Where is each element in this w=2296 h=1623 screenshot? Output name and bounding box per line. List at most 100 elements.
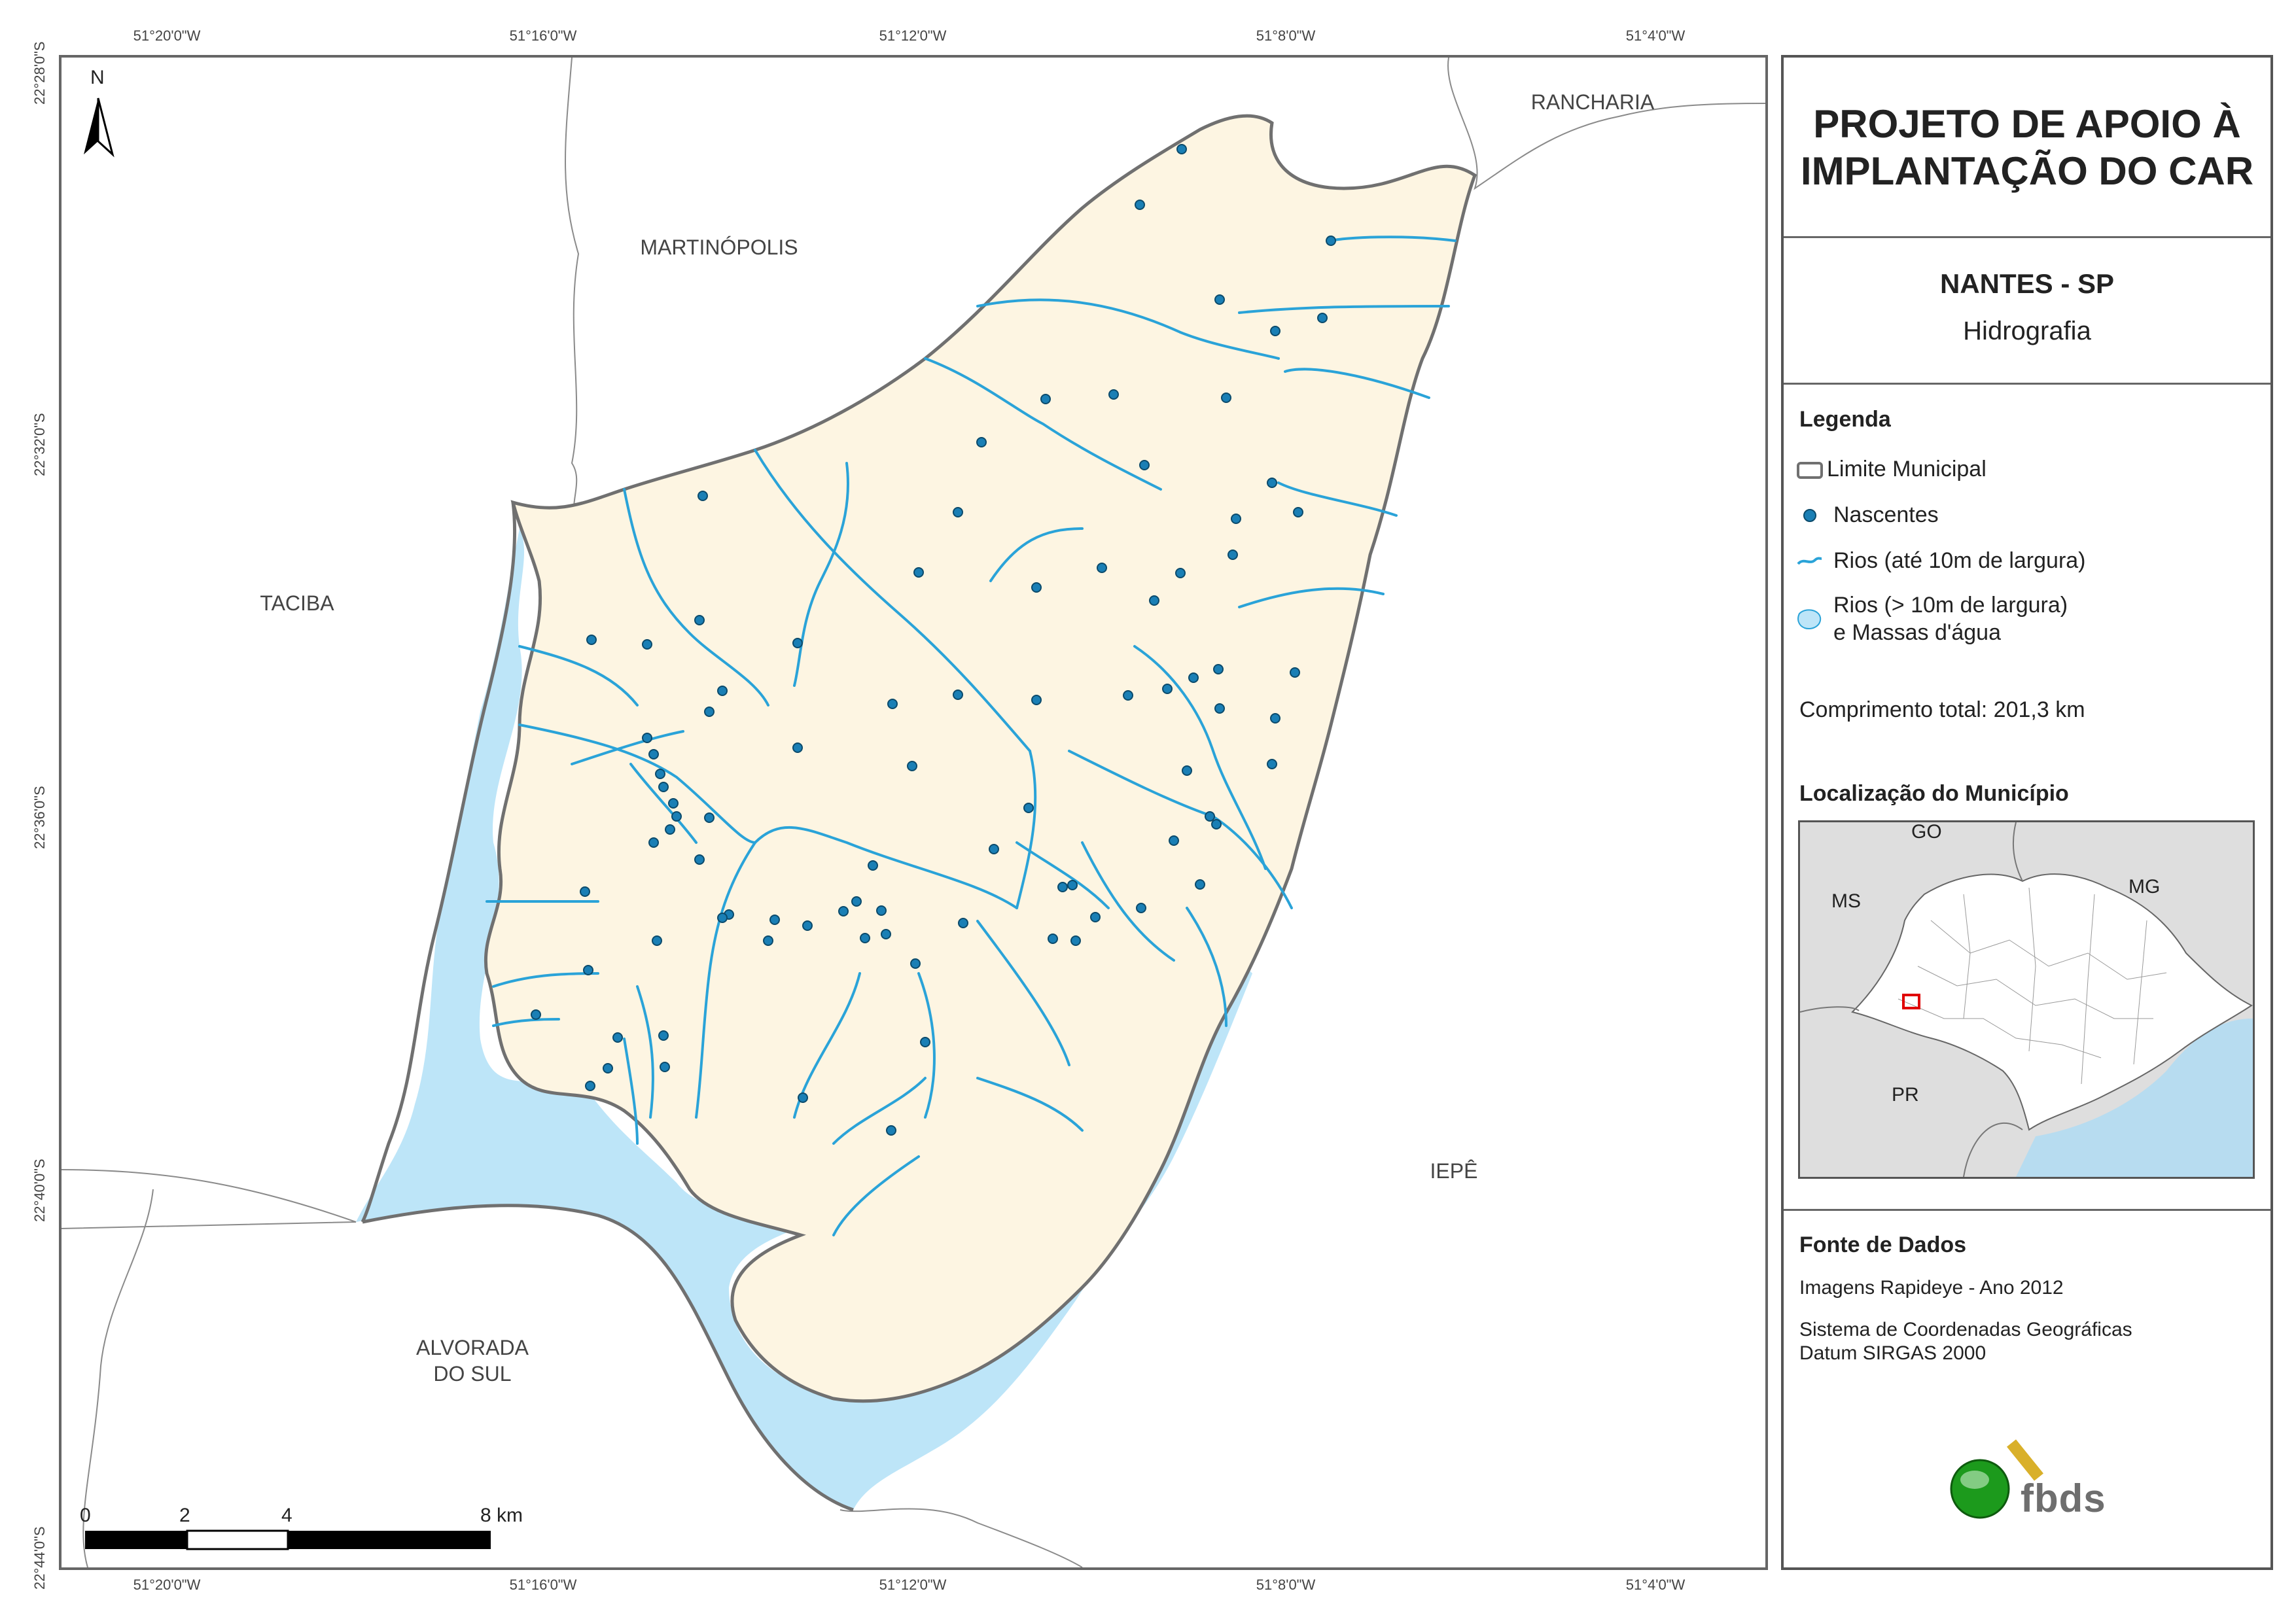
river-4 [1277,481,1398,517]
inset-label-ms: MS [1831,890,1861,912]
river-3 [1284,368,1430,399]
river-10 [793,462,849,687]
spring [860,933,870,943]
spring [586,635,597,645]
legend-label-boundary: Limite Municipal [1827,457,1987,481]
river-31 [1186,907,1227,1027]
inset-label-mg: MG [2128,876,2161,898]
river-swatch-icon [1797,557,1822,565]
spring [1267,478,1277,488]
river-15 [695,841,756,1119]
river-23 [492,1018,560,1027]
spring [648,749,659,759]
river-24 [832,1155,920,1236]
river-17 [518,645,639,707]
spring [1057,882,1068,892]
inset-location-marker [1902,994,1920,1009]
spring [920,1037,930,1047]
location-inset-canvas [1800,822,2253,1177]
inset-ocean [2016,1019,2253,1177]
river-11 [989,527,1084,582]
spring [868,860,878,871]
spring [1162,684,1173,694]
spring [642,733,652,743]
legend-item-boundary: Limite Municipal [1797,457,2255,485]
river-5 [1238,587,1385,608]
inset-label-pr: PR [1892,1084,1919,1106]
municipality-boundary-west [361,502,517,1223]
spring [717,913,728,923]
legend-label-water-1: Rios (> 10m de largura) [1833,593,2068,618]
north-label: N [90,67,105,88]
spring [652,935,662,946]
spring [838,906,849,916]
inset-label-go: GO [1911,821,1942,843]
spring [1123,690,1133,701]
coord-top-4: 51°8'0"W [1256,27,1316,44]
spring [1048,934,1058,944]
scale-label-0: 0 [80,1505,91,1526]
spring [694,854,705,865]
spring [958,918,968,928]
spring [580,886,590,897]
fbds-logo: fbds [1941,1431,2137,1523]
spring [1108,389,1119,400]
coord-bottom-5: 51°4'0"W [1625,1577,1686,1593]
title-section: PROJETO DE APOIO À IMPLANTAÇÃO DO CAR [1784,58,2270,238]
map-canvas [62,58,1765,1567]
spring [660,1062,670,1072]
spring [798,1092,808,1103]
divider [1784,1209,2270,1211]
river-8 [754,449,1031,752]
river-6 [976,298,1280,360]
spring [802,920,813,931]
spring [1231,514,1241,524]
legend-item-springs: Nascentes [1797,502,2255,531]
source-2: Sistema de Coordenadas Geográficas [1799,1319,2132,1340]
neighbor-label-alvorada-line2: DO SUL [433,1362,512,1386]
spring [1213,664,1224,674]
river-27 [917,972,936,1119]
legend-panel: PROJETO DE APOIO À IMPLANTAÇÃO DO CAR NA… [1781,55,2273,1570]
spring [953,507,963,517]
legend-item-water: Rios (> 10m de largura) e Massas d'água [1797,593,2255,648]
river-25 [832,1077,927,1145]
spring [976,437,987,447]
legend-label-water-2: e Massas d'água [1833,620,2001,645]
spring [1267,759,1277,769]
spring [881,929,891,939]
location-inset-map: GO MS MG PR [1798,820,2255,1179]
spring [1139,460,1150,470]
title-line1: PROJETO DE APOIO À [1813,102,2241,146]
spring [1195,879,1205,890]
spring [1293,507,1303,517]
spring [717,686,728,696]
spring [1067,880,1078,890]
spring [1182,765,1192,776]
theme-name: Hidrografia [1963,317,2091,345]
subtitle-section: NANTES - SP Hidrografia [1784,238,2270,385]
title-line2: IMPLANTAÇÃO DO CAR [1800,149,2254,193]
neighbor-boundary-alvorada [62,1169,357,1567]
municipality-name: NANTES - SP [1939,268,2115,299]
coord-left-2: 22°32'0"S [31,413,48,476]
river-18 [518,724,756,844]
neighbor-label-alvorada-line1: ALVORADA [416,1336,529,1359]
river-9 [1016,750,1037,909]
spring [1317,313,1328,323]
neighbor-label-rancharia: RANCHARIA [1530,90,1655,114]
spring [585,1081,595,1091]
river-16 [623,488,769,707]
coord-bottom-1: 51°20'0"W [133,1577,201,1593]
spring [612,1032,623,1043]
legend-label-rivers: Rios (até 10m de largura) [1833,548,2086,573]
spring [763,935,773,946]
spring [1221,393,1231,403]
spring [1176,144,1187,154]
spring [642,639,652,650]
spring [655,769,665,779]
spring [704,812,715,823]
spring [1326,236,1336,246]
coord-left-5: 22°44'0"S [31,1526,48,1590]
scale-label-8: 8 km [480,1505,523,1526]
